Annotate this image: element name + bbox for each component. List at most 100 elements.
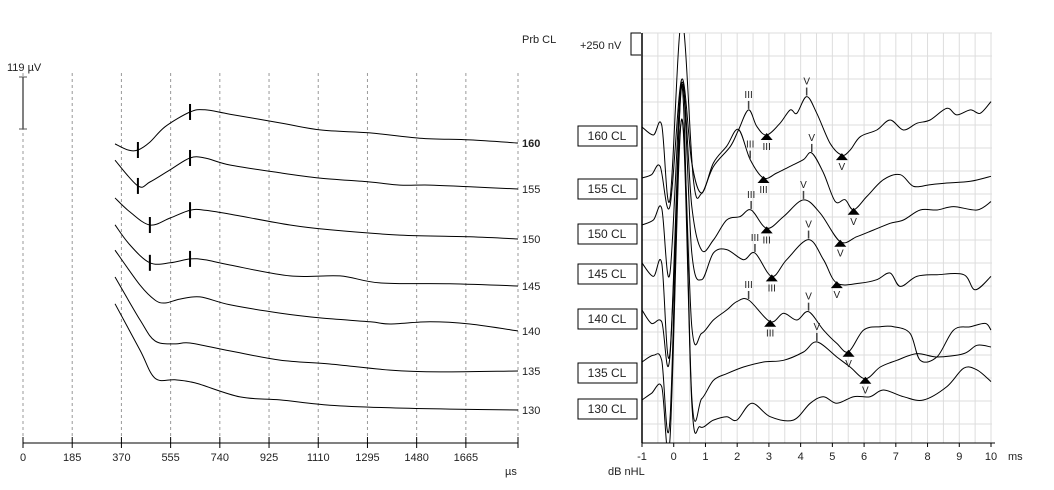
trace-label-box	[577, 263, 638, 285]
x-tick-label: 1480	[404, 452, 428, 464]
x-tick-label: 1	[702, 451, 708, 463]
trace-label: 150 CL	[588, 227, 627, 241]
trace-label: 130	[522, 405, 540, 417]
trace-label-box	[577, 223, 638, 245]
trace-160	[114, 109, 519, 152]
trace-label-box	[577, 178, 638, 200]
trace-label: 145	[522, 281, 540, 293]
trace-label: 130 CL	[588, 402, 627, 416]
x-tick-label: 1665	[454, 452, 478, 464]
x-tick-label: 1110	[307, 452, 330, 464]
trough-triangle	[764, 319, 777, 327]
trace-130	[114, 303, 519, 411]
peak-label: V	[803, 77, 810, 88]
trace-150-CL	[642, 81, 992, 278]
left-grid	[22, 73, 519, 440]
peak-label: III	[747, 190, 755, 201]
trace-label: 135	[522, 366, 540, 378]
peak-label: V	[813, 322, 820, 333]
right-chart: +250 nV -1 0 1 2 3 4 5 6 7 8 9 10 ms dB nHL III III V…	[577, 32, 1023, 478]
trace-label: 155	[522, 184, 540, 196]
trace-135-CL	[642, 85, 992, 433]
x-tick-label: 4	[798, 451, 804, 463]
trace-140	[114, 249, 519, 332]
x-tick-label: 2	[734, 451, 740, 463]
trough-label: V	[850, 217, 857, 228]
trough-triangle	[859, 376, 872, 384]
trough-label: V	[845, 359, 852, 370]
trace-label: 155 CL	[588, 182, 627, 196]
x-tick-label: 10	[985, 451, 997, 463]
trough-triangle	[760, 226, 773, 234]
trace-label: 135 CL	[588, 366, 627, 380]
trough-label: V	[839, 162, 846, 173]
peak-label: V	[805, 292, 812, 303]
trace-label: 160	[522, 138, 540, 150]
right-grid	[641, 32, 992, 443]
x-tick-label: 0	[671, 451, 677, 463]
peak-label: III	[751, 233, 759, 244]
trace-label: 145 CL	[588, 267, 627, 281]
trace-labels: 160 CL 155 CL 150 CL 145 CL 140 CL 135 CL 130 …	[577, 125, 638, 420]
scale-bar-label: 119 µV	[7, 62, 42, 74]
trace-label: 140 CL	[588, 312, 627, 326]
x-tick-label: 740	[211, 452, 229, 464]
trough-triangle	[830, 281, 843, 289]
trough-label: III	[766, 329, 774, 340]
trough-label: V	[837, 249, 844, 260]
trough-triangle	[757, 176, 770, 183]
peak-label: III	[744, 90, 752, 101]
trace-155	[114, 156, 519, 190]
left-chart: 119 µV Prb CL 0 185 370 555 740 925 1110 1295 14…	[7, 34, 556, 478]
peak-label: III	[744, 280, 752, 291]
x-ticks: 0 185 370 555 740 925 1110 1295 1480 1665	[20, 437, 519, 464]
x-tick-label: 555	[161, 452, 179, 464]
trough-label: III	[763, 235, 771, 246]
x-axis-label: µs	[505, 466, 517, 478]
trace-130-CL	[642, 118, 992, 443]
trace-155-CL	[642, 78, 992, 211]
x-tick-label: 3	[766, 451, 772, 463]
x-axis-label: ms	[1008, 451, 1023, 463]
trace-label: 160 CL	[588, 129, 627, 143]
peak-label: III	[746, 140, 754, 151]
trace-150	[114, 197, 519, 240]
x-tick-label: 7	[893, 451, 899, 463]
trough-triangle	[847, 207, 860, 215]
x-tick-label: 1295	[355, 452, 379, 464]
trough-triangle	[760, 133, 773, 141]
trough-label: III	[768, 283, 776, 294]
peak-label: V	[800, 180, 807, 191]
peak-markers: III III V V III III V V III III V V III III V V III III V V…	[744, 77, 872, 397]
x-tick-label: 185	[63, 452, 81, 464]
trace-label-box	[577, 125, 638, 147]
trace-label-box	[577, 362, 638, 384]
trough-label: V	[862, 386, 869, 397]
x-ticks: -1 0 1 2 3 4 5 6 7 8 9 10	[637, 443, 997, 463]
peak-label: V	[805, 220, 812, 231]
trough-triangle	[765, 274, 778, 282]
y-axis-label: dB nHL	[608, 466, 645, 478]
header-label: Prb CL	[522, 34, 556, 46]
trace-label-box	[577, 398, 638, 420]
trace-label-box	[577, 308, 638, 330]
x-tick-label: 370	[112, 452, 130, 464]
peak-label: V	[808, 133, 815, 144]
trace-label: 140	[522, 326, 540, 338]
scale-bar-label: +250 nV	[580, 40, 622, 52]
trace-135	[114, 276, 519, 373]
trough-label: III	[759, 185, 767, 196]
x-tick-label: 925	[260, 452, 278, 464]
trace-label: 150	[522, 234, 540, 246]
trough-triangle	[835, 153, 848, 161]
trace-145	[114, 224, 519, 287]
x-tick-label: 8	[924, 451, 930, 463]
x-tick-label: -1	[637, 451, 647, 463]
x-tick-label: 9	[956, 451, 962, 463]
trough-triangle	[842, 349, 855, 357]
x-tick-label: 6	[861, 451, 867, 463]
trace-160-CL	[642, 33, 992, 203]
trough-triangle	[834, 239, 847, 247]
traces: 160 155 150 145 140 135 130	[114, 103, 540, 417]
